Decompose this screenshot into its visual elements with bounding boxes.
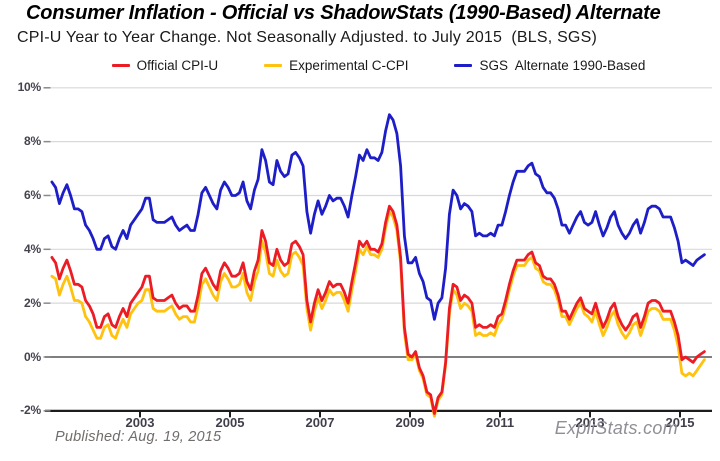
x-axis-label-2009: 2009 [395,415,425,430]
y-axis-label-10: 10% [17,80,42,95]
x-axis-label-2003: 2003 [125,415,155,430]
y-axis-label-0: 0% [24,349,41,364]
legend-item-experimental-c-cpi: Experimental C-CPI [264,58,408,73]
legend-label: Experimental C-CPI [289,57,409,73]
y-axis-label-2: -2% [20,403,41,418]
legend-dash-icon [264,63,283,67]
series-line-experimental-c-cpi [50,210,706,418]
legend-item-sgs-alternate-1990-based: SGS Alternate 1990-Based [454,58,645,73]
x-axis-label-2011: 2011 [485,415,515,430]
brand-watermark: ExpliStats.com [554,418,678,438]
legend: Official CPI-U Experimental C-CPI SGS Alte… [45,56,712,74]
x-axis-label-2013: 2013 [575,415,605,430]
x-axis-label-2007: 2007 [305,415,335,430]
y-axis-label-2: 2% [24,295,41,310]
chart-title: Consumer Inflation - Official vs ShadowS… [26,2,661,24]
y-axis-label-6: 6% [24,187,41,202]
legend-item-official-cpi-u: Official CPI-U [111,57,219,73]
legend-label: Official CPI-U [136,57,219,73]
legend-dash-icon [111,63,130,67]
legend-label: SGS Alternate 1990-Based [479,57,646,73]
y-axis-label-8: 8% [24,134,41,149]
y-axis-label-4: 4% [24,241,41,256]
series-line-sgs-alternate-1990-based [50,113,706,321]
x-axis-label-2015: 2015 [665,415,695,430]
chart-subtitle: CPI-U Year to Year Change. Not Seasonall… [17,29,597,46]
published-date: Published: Aug. 19, 2015 [55,429,222,445]
legend-dash-icon [454,63,473,67]
x-axis-label-2005: 2005 [215,415,245,430]
series-line-official-cpi-u [50,204,706,415]
